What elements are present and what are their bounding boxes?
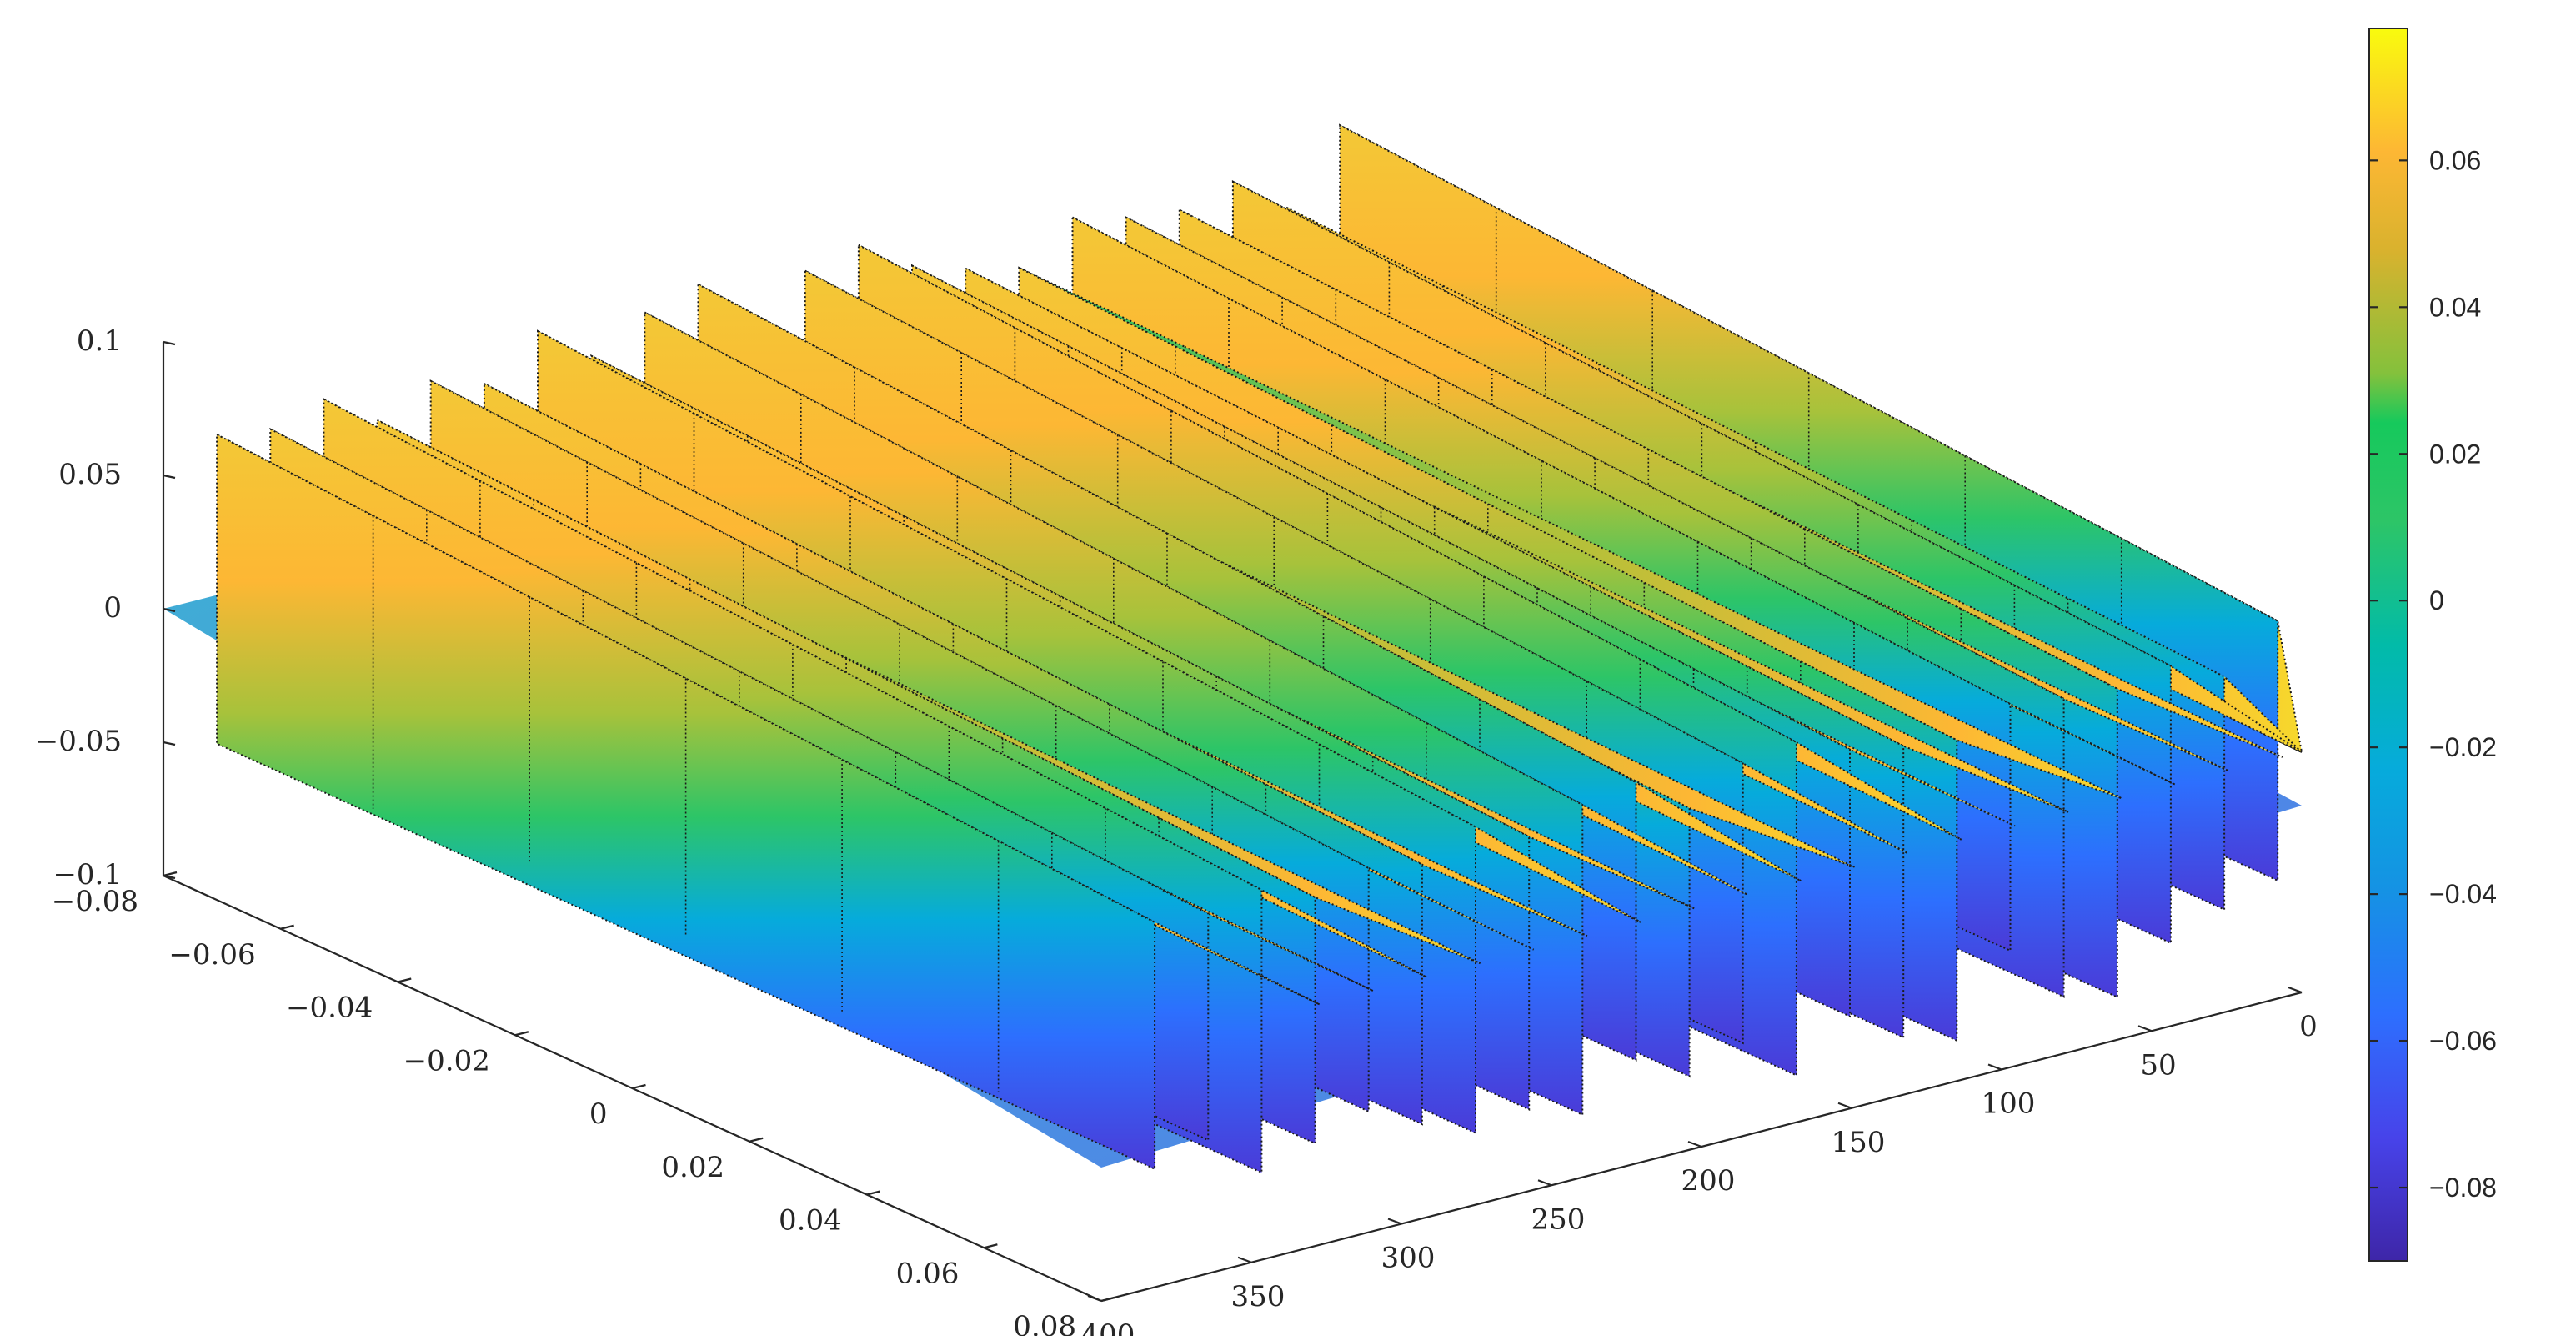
x-tick-label: 150: [1832, 1126, 1886, 1159]
wave-slope: [1018, 267, 2122, 800]
x-tick-label: 0: [2299, 1010, 2318, 1043]
x-tick-mark: [2137, 1025, 2153, 1032]
y-tick-mark: [632, 1083, 646, 1090]
y-tick-mark: [514, 1031, 529, 1037]
x-tick-label: 250: [1531, 1203, 1586, 1236]
z-tick-label: −0.1: [53, 858, 122, 892]
colorbar-tick-label: 0: [2429, 585, 2444, 615]
x-tick-mark: [1987, 1063, 2002, 1071]
y-tick-mark: [749, 1137, 764, 1143]
x-tick-mark: [1087, 1294, 1102, 1303]
colorbar-tick-label: 0.06: [2429, 145, 2481, 175]
colorbar-tick-label: 0.04: [2429, 292, 2481, 322]
colorbar-tick-label: 0.02: [2429, 439, 2481, 469]
x-tick-mark: [1537, 1179, 1552, 1187]
colorbar-tick-label: −0.04: [2429, 879, 2497, 909]
y-tick-label: 0.02: [661, 1151, 724, 1184]
z-tick-mark: [163, 474, 176, 480]
y-tick-label: −0.06: [168, 938, 255, 972]
wave-face: [216, 433, 1156, 1171]
y-tick-mark: [163, 871, 178, 877]
x-tick-mark: [1837, 1102, 1852, 1109]
y-tick-label: 0.06: [896, 1257, 960, 1290]
x-tick-mark: [2288, 986, 2303, 994]
x-tick-mark: [1687, 1140, 1702, 1148]
x-tick-mark: [1387, 1218, 1402, 1225]
colorbar-tick-label: −0.02: [2429, 732, 2497, 762]
y-tick-label: −0.04: [286, 992, 373, 1025]
y-tick-label: 0: [589, 1097, 608, 1131]
z-tick-label: 0.05: [58, 458, 122, 491]
colorbar-scale: [2368, 28, 2408, 1262]
z-tick-mark: [163, 340, 176, 346]
y-tick-label: 0.08: [1013, 1310, 1076, 1336]
z-tick-label: 0: [103, 591, 122, 625]
y-tick-mark: [984, 1243, 998, 1249]
y-tick-label: −0.08: [52, 885, 138, 918]
wave-front: [216, 433, 1321, 1171]
y-tick-mark: [280, 924, 294, 930]
x-tick-label: 200: [1681, 1164, 1736, 1198]
z-tick-mark: [163, 741, 176, 746]
z-tick-mark: [163, 607, 176, 613]
x-tick-label: 50: [2140, 1048, 2176, 1082]
y-tick-mark: [397, 977, 412, 983]
x-tick-label: 300: [1381, 1242, 1436, 1275]
colorbar-tick-label: −0.08: [2429, 1173, 2497, 1203]
x-tick-label: 400: [1081, 1318, 1135, 1336]
x-tick-mark: [1237, 1256, 1252, 1263]
surface-plot: [163, 123, 2303, 1174]
z-tick-label: 0.1: [77, 324, 122, 358]
y-tick-label: 0.04: [779, 1204, 842, 1238]
x-tick-label: 100: [1982, 1087, 2036, 1121]
z-tick-label: −0.05: [35, 725, 122, 758]
y-tick-mark: [866, 1190, 881, 1196]
axes: 0.1 0.05 0 −0.05 −0.1−0.08 −0.06 −0.04 −0.02 0 0.…: [35, 324, 2318, 1336]
y-tick-label: −0.02: [403, 1044, 490, 1077]
x-tick-label: 350: [1231, 1280, 1285, 1313]
colorbar-tick-label: −0.06: [2429, 1026, 2497, 1056]
colorbar: 0.06 0.04 0.02 0 −0.02 −0.04 −0.06 −0.08: [2368, 28, 2497, 1262]
